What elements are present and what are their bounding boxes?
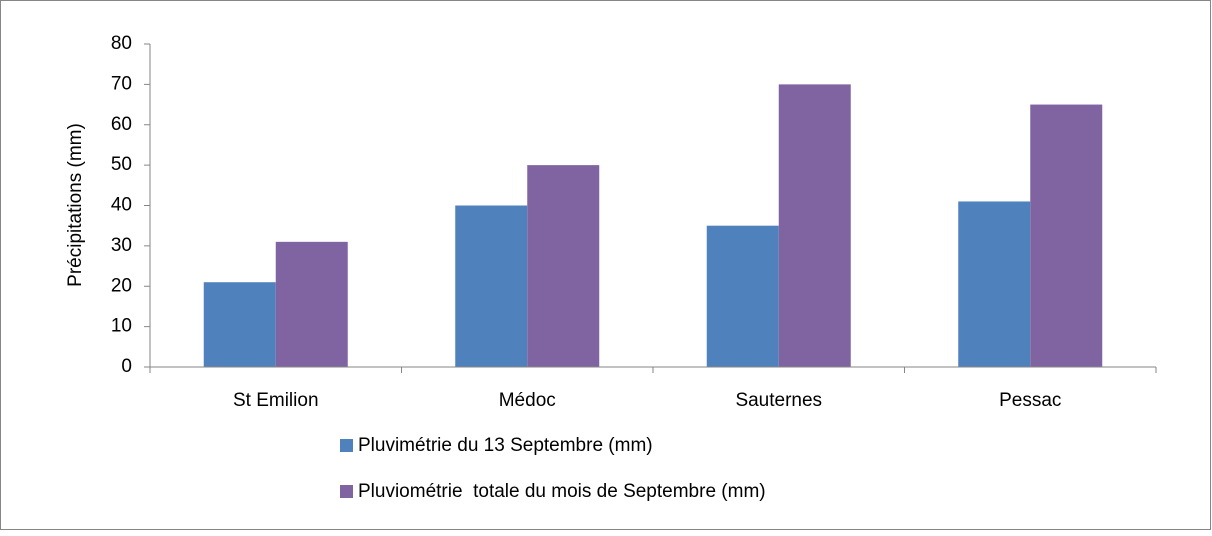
x-tick-label: St Emilion: [233, 390, 319, 411]
legend-label: Pluvimétrie du 13 Septembre (mm): [358, 435, 653, 456]
y-tick-label: 80: [111, 33, 132, 54]
bar: [527, 165, 600, 367]
y-tick-label: 0: [121, 356, 132, 377]
bar: [706, 225, 779, 367]
bar: [778, 84, 851, 367]
bar: [203, 282, 276, 367]
bar: [275, 241, 348, 367]
y-tick-label: 30: [111, 235, 132, 256]
x-tick-label: Pessac: [999, 390, 1061, 411]
x-tick-label: Médoc: [499, 390, 556, 411]
legend-swatch: [340, 439, 353, 452]
x-tick-label: Sauternes: [735, 390, 822, 411]
y-tick-label: 10: [111, 316, 132, 337]
y-tick-label: 40: [111, 195, 132, 216]
y-axis-label: Précipitations (mm): [65, 123, 86, 287]
bar: [958, 201, 1031, 367]
y-tick-label: 70: [111, 73, 132, 94]
legend-label: Pluviométrie totale du mois de Septembre…: [358, 481, 766, 502]
legend-swatch: [340, 485, 353, 498]
bar: [1030, 104, 1103, 367]
y-tick-label: 20: [111, 275, 132, 296]
y-tick-label: 60: [111, 114, 132, 135]
bar: [455, 205, 528, 367]
y-tick-label: 50: [111, 154, 132, 175]
